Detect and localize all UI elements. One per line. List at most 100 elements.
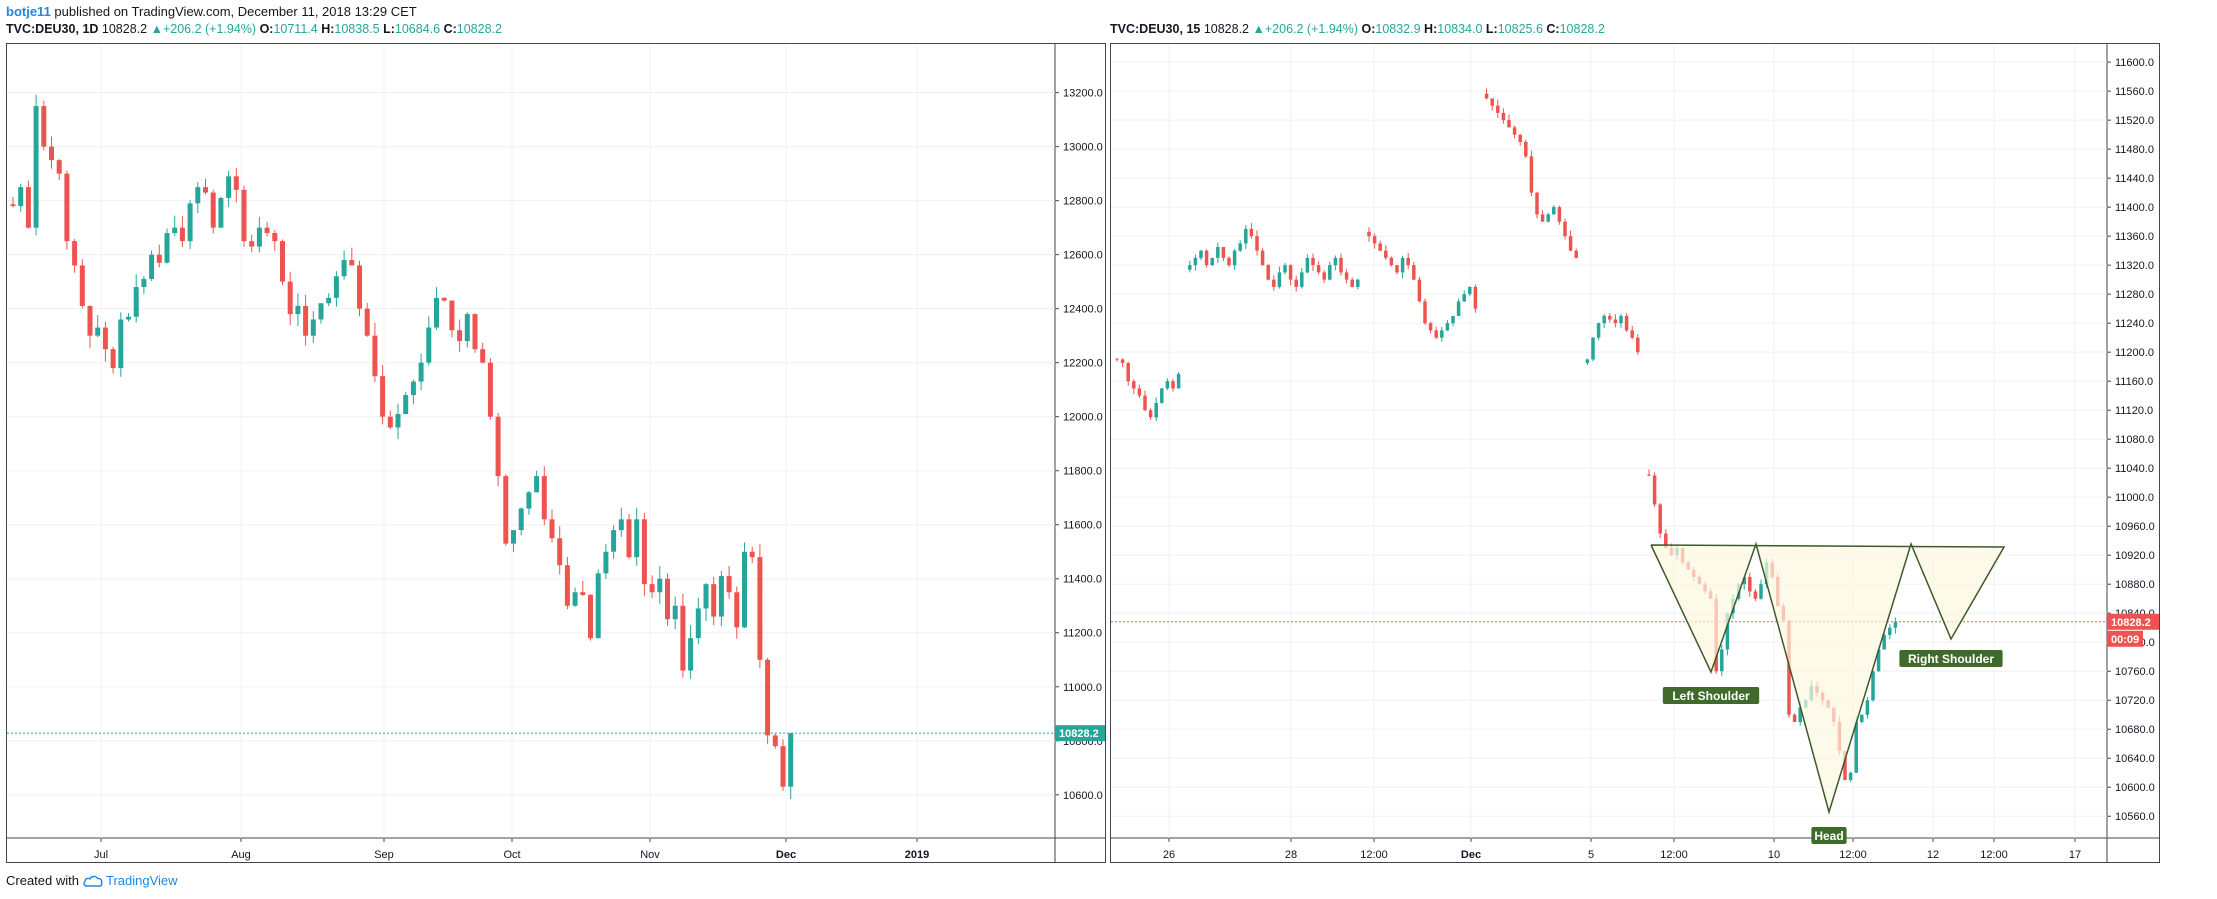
right-symbol[interactable]: TVC:DEU30 — [1110, 22, 1180, 36]
candle-body — [1608, 315, 1612, 320]
candle-body — [1232, 250, 1237, 266]
y-tick-label: 10560.0 — [2115, 811, 2155, 823]
candle-body — [87, 305, 93, 336]
y-tick-label: 11280.0 — [2115, 289, 2154, 301]
candle-body — [711, 584, 717, 617]
publish-info: botje11 published on TradingView.com, De… — [6, 4, 417, 20]
candle-body — [626, 519, 632, 558]
candle-body — [349, 260, 355, 266]
candle-body — [1272, 279, 1276, 287]
left-symbol[interactable]: TVC:DEU30 — [6, 22, 76, 36]
left-open: 10711.4 — [273, 22, 318, 36]
candle-body — [195, 187, 201, 204]
candle-body — [1294, 279, 1298, 287]
candle-body — [1546, 214, 1550, 222]
candle-body — [1888, 627, 1892, 635]
y-tick-label: 11600.0 — [2115, 57, 2154, 69]
candle-body — [287, 281, 293, 315]
created-with-text: Created with — [6, 873, 79, 888]
candle-body — [49, 146, 54, 161]
x-tick-label: Oct — [503, 849, 520, 861]
last-price-tag — [1055, 725, 1105, 742]
candle-body — [264, 227, 270, 234]
candle-body — [1389, 257, 1394, 266]
y-tick-label: 13000.0 — [1063, 142, 1103, 154]
candle-body — [1305, 257, 1310, 273]
candle-body — [1395, 265, 1399, 273]
tradingview-link[interactable]: TradingView — [83, 873, 178, 889]
candle-body — [1137, 388, 1142, 396]
y-tick-label: 11000.0 — [2115, 492, 2154, 504]
candle-body — [1664, 533, 1668, 548]
right-interval: 15 — [1186, 22, 1201, 36]
candle-body — [226, 176, 232, 198]
candle-body — [1339, 257, 1343, 273]
candle-body — [726, 576, 732, 593]
daily-chart-panel[interactable]: 13200.0 13000.0 12800.0 12600.0 12400.0 12200… — [6, 43, 1106, 863]
candle-body — [1440, 330, 1444, 338]
y-tick-label: 11200.0 — [1063, 628, 1102, 640]
candle-body — [387, 416, 393, 428]
candle-body — [395, 413, 401, 428]
candle-body — [595, 573, 601, 639]
candle-body — [549, 519, 555, 539]
candle-body — [280, 241, 285, 282]
candle-body — [1288, 265, 1293, 280]
daily-candlestick-chart[interactable]: 13200.0 13000.0 12800.0 12600.0 12400.0 12200… — [7, 44, 1105, 862]
x-tick-label: 10 — [1768, 849, 1780, 861]
candle-body — [503, 476, 509, 544]
pattern-label: Right Shoulder — [1908, 652, 1994, 666]
candle-body — [1311, 257, 1315, 266]
y-tick-label: 11600.0 — [1063, 520, 1102, 532]
intraday-chart-panel[interactable]: 11600.0 11560.0 11520.0 11480.0 11440.0 11400… — [1110, 43, 2160, 863]
candle-body — [1748, 576, 1752, 592]
candle-body — [1221, 247, 1226, 258]
candle-body — [1120, 359, 1125, 364]
candle-body — [403, 395, 409, 414]
x-tick-label: 26 — [1163, 849, 1175, 861]
candle-body — [172, 227, 178, 234]
y-tick-label: 12800.0 — [1063, 196, 1103, 208]
intraday-candlestick-chart[interactable]: 11600.0 11560.0 11520.0 11480.0 11440.0 11400… — [1111, 44, 2159, 862]
x-tick-label: Jul — [94, 849, 108, 861]
candle-body — [703, 584, 709, 609]
candle-body — [102, 327, 108, 350]
candle-body — [95, 327, 101, 336]
candle-body — [1529, 156, 1534, 193]
candle-body — [233, 176, 239, 190]
candle-body — [757, 557, 763, 660]
y-tick-label: 11120.0 — [2115, 405, 2153, 417]
y-tick-label: 10880.0 — [2115, 579, 2155, 591]
countdown-label: 00:09 — [2111, 634, 2139, 646]
candle-body — [1843, 750, 1847, 780]
published-text: published on TradingView.com, December 1… — [54, 4, 417, 19]
candle-body — [1798, 707, 1802, 722]
candle-body — [1507, 120, 1511, 128]
candle-body — [487, 362, 493, 417]
candle-body — [33, 106, 39, 228]
candle-body — [1535, 192, 1539, 215]
candle-body — [749, 551, 755, 558]
candle-body — [110, 349, 116, 369]
candle-body — [718, 576, 724, 617]
candle-body — [1249, 228, 1254, 237]
y-tick-label: 10640.0 — [2115, 753, 2155, 765]
candle-body — [1742, 576, 1746, 585]
candle-body — [495, 416, 501, 477]
author-link[interactable]: botje11 — [6, 4, 51, 19]
candle-body — [1636, 337, 1640, 353]
candle-body — [780, 746, 786, 787]
candle-body — [1624, 315, 1629, 331]
pattern-label: Left Shoulder — [1672, 689, 1750, 703]
candle-body — [1126, 363, 1130, 382]
candle-body — [79, 265, 85, 306]
y-tick-label: 12000.0 — [1063, 412, 1103, 424]
candle-body — [1563, 221, 1567, 237]
y-tick-label: 11000.0 — [1063, 682, 1102, 694]
candle-body — [1552, 207, 1556, 215]
candle-body — [1451, 315, 1455, 324]
candle-body — [1490, 98, 1494, 106]
candle-body — [1602, 315, 1606, 324]
pattern-outline — [1650, 541, 2006, 815]
candle-body — [511, 530, 516, 544]
